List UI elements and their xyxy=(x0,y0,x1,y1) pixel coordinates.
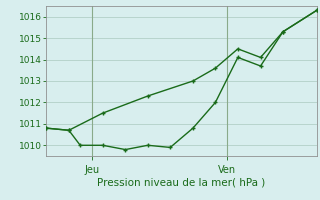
X-axis label: Pression niveau de la mer( hPa ): Pression niveau de la mer( hPa ) xyxy=(98,178,266,188)
